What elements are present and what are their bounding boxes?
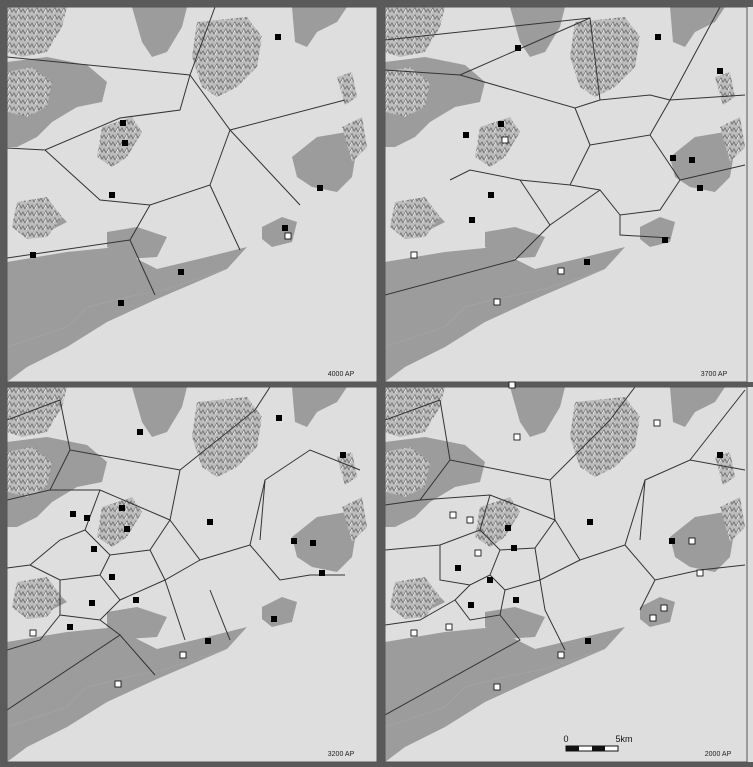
settlement-marker-closed xyxy=(275,34,281,40)
settlement-marker-closed xyxy=(498,121,504,127)
settlement-marker-closed xyxy=(488,192,494,198)
settlement-marker-closed xyxy=(669,538,675,544)
settlement-marker-closed xyxy=(133,597,139,603)
site-markers-2000 xyxy=(410,381,723,691)
settlement-marker-open xyxy=(179,651,187,659)
settlement-marker-closed xyxy=(655,34,661,40)
settlement-marker-closed xyxy=(84,515,90,521)
settlement-marker-closed xyxy=(513,597,519,603)
settlement-marker-closed xyxy=(697,185,703,191)
settlement-marker-open xyxy=(696,569,704,577)
settlement-marker-closed xyxy=(505,525,511,531)
settlement-marker-closed xyxy=(109,192,115,198)
settlement-marker-open xyxy=(493,683,501,691)
settlement-marker-closed xyxy=(670,155,676,161)
settlement-marker-closed xyxy=(319,570,325,576)
settlement-marker-closed xyxy=(70,511,76,517)
settlement-marker-open xyxy=(513,433,521,441)
panel-label: 3200 AP xyxy=(328,751,355,758)
site-markers-3200 xyxy=(29,415,346,688)
settlement-marker-closed xyxy=(585,638,591,644)
voronoi-lines-2000 xyxy=(385,387,746,716)
settlement-marker-closed xyxy=(119,505,125,511)
panel-3200-ap: 3200 AP xyxy=(6,386,378,763)
settlement-marker-open xyxy=(557,651,565,659)
settlement-marker-closed xyxy=(469,217,475,223)
panel-label: 3700 AP xyxy=(701,371,728,378)
settlement-marker-closed xyxy=(511,545,517,551)
voronoi-lines-4000 xyxy=(7,7,346,296)
settlement-marker-open xyxy=(29,629,37,637)
settlement-marker-open xyxy=(508,381,516,389)
settlement-marker-open xyxy=(466,516,474,524)
settlement-marker-closed xyxy=(137,429,143,435)
settlement-marker-open xyxy=(410,629,418,637)
settlement-marker-open xyxy=(660,604,668,612)
settlement-marker-closed xyxy=(118,300,124,306)
settlement-marker-closed xyxy=(317,185,323,191)
settlement-marker-closed xyxy=(717,68,723,74)
settlement-marker-open xyxy=(501,136,509,144)
voronoi-lines-3200 xyxy=(7,387,361,711)
settlement-marker-closed xyxy=(282,225,288,231)
settlement-marker-closed xyxy=(271,616,277,622)
settlement-marker-closed xyxy=(120,120,126,126)
settlement-marker-closed xyxy=(124,526,130,532)
settlement-marker-closed xyxy=(91,546,97,552)
site-markers-4000 xyxy=(30,34,323,306)
settlement-marker-closed xyxy=(109,574,115,580)
scale-start-label: 0 xyxy=(563,734,568,744)
settlement-marker-open xyxy=(449,511,457,519)
settlement-marker-closed xyxy=(455,565,461,571)
panel-3700-ap: 3700 AP xyxy=(384,6,753,383)
settlement-marker-closed xyxy=(468,602,474,608)
settlement-marker-closed xyxy=(291,538,297,544)
settlement-marker-closed xyxy=(487,577,493,583)
settlement-marker-open xyxy=(284,232,292,240)
panel-2000-ap: 0 5km 2000 AP xyxy=(384,381,753,763)
scale-bar: 0 5km xyxy=(563,734,633,752)
settlement-marker-closed xyxy=(67,624,73,630)
settlement-marker-open xyxy=(557,267,565,275)
settlement-marker-open xyxy=(653,419,661,427)
settlement-marker-closed xyxy=(340,452,346,458)
panel-label: 2000 AP xyxy=(705,751,732,758)
panel-4000-ap: 4000 AP xyxy=(6,6,378,383)
settlement-marker-closed xyxy=(689,157,695,163)
settlement-marker-closed xyxy=(587,519,593,525)
settlement-marker-closed xyxy=(662,237,668,243)
settlement-marker-open xyxy=(474,549,482,557)
settlement-marker-closed xyxy=(584,259,590,265)
settlement-marker-closed xyxy=(178,269,184,275)
site-markers-3700 xyxy=(410,34,723,306)
settlement-marker-open xyxy=(493,298,501,306)
settlement-marker-closed xyxy=(30,252,36,258)
settlement-marker-closed xyxy=(207,519,213,525)
settlement-marker-open xyxy=(649,614,657,622)
settlement-marker-closed xyxy=(717,452,723,458)
panel-label: 4000 AP xyxy=(328,371,355,378)
settlement-marker-open xyxy=(114,680,122,688)
settlement-marker-closed xyxy=(276,415,282,421)
settlement-marker-closed xyxy=(310,540,316,546)
settlement-marker-closed xyxy=(89,600,95,606)
scale-end-label: 5km xyxy=(615,734,632,744)
settlement-marker-closed xyxy=(122,140,128,146)
settlement-marker-closed xyxy=(463,132,469,138)
settlement-marker-open xyxy=(410,251,418,259)
voronoi-lines-3700 xyxy=(385,7,746,296)
settlement-marker-open xyxy=(688,537,696,545)
settlement-marker-closed xyxy=(205,638,211,644)
settlement-marker-open xyxy=(445,623,453,631)
settlement-marker-closed xyxy=(515,45,521,51)
